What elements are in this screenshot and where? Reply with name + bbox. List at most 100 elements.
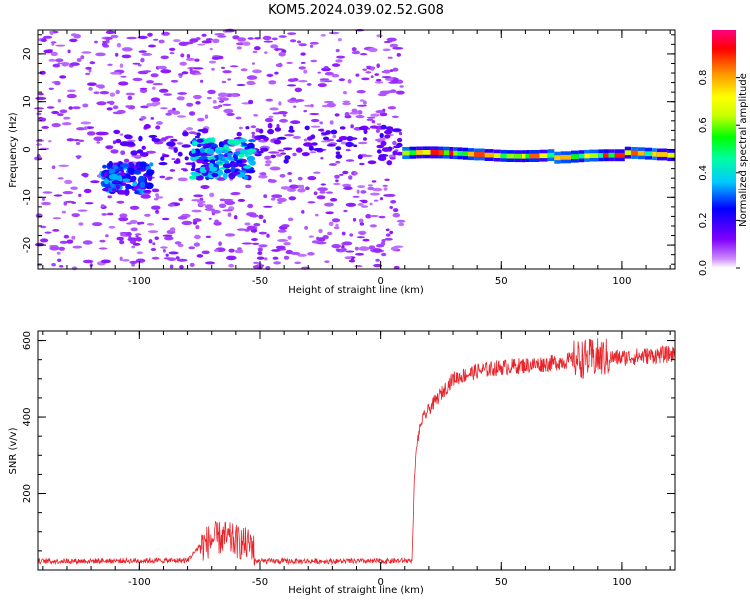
spectrogram-cluster-mark (222, 149, 227, 153)
spectrogram-noise-mark (266, 73, 274, 77)
spectrogram-noise-mark (205, 235, 211, 238)
spectrogram-noise-mark (332, 134, 337, 139)
spectrogram-noise-mark (317, 187, 328, 192)
spectrogram-noise-mark (287, 235, 292, 240)
spectrogram-noise-mark (273, 139, 282, 145)
spectrogram-noise-mark (342, 183, 352, 188)
spectrogram-noise-mark (227, 78, 231, 81)
carrier-trace-segment (571, 154, 579, 159)
spectrogram-noise-mark (344, 112, 350, 116)
spectrogram-noise-mark (66, 93, 77, 99)
spectrogram-noise-mark (240, 68, 248, 72)
spectrogram-noise-mark (349, 137, 358, 140)
spectrogram-noise-mark (129, 205, 140, 210)
spectrogram-noise-mark (271, 194, 283, 199)
spectrogram-noise-mark (257, 135, 267, 139)
spectrogram-noise-mark (245, 126, 250, 130)
spectrogram-noise-mark (169, 227, 176, 232)
carrier-trace-segment (554, 155, 561, 161)
spectrogram-noise-mark (396, 219, 406, 223)
spectrogram-noise-mark (173, 160, 181, 164)
spectrogram-noise-mark (204, 208, 216, 211)
spectrogram-cluster-mark (238, 153, 245, 158)
spectrogram-noise-mark (235, 116, 242, 120)
spectrogram-cluster-mark (123, 188, 130, 196)
spectrogram-noise-mark (127, 237, 139, 242)
spectrogram-noise-mark (389, 43, 399, 48)
spectrogram-noise-mark (389, 69, 394, 72)
spectrogram-noise-mark (376, 129, 380, 133)
spectrogram-noise-mark (165, 112, 172, 116)
spectrogram-noise-mark (331, 244, 342, 249)
spectrogram-noise-mark (176, 142, 183, 145)
spectrogram-noise-mark (150, 248, 157, 251)
spectrogram-noise-mark (181, 71, 189, 75)
spectrogram-noise-mark (350, 124, 354, 129)
spectrogram-cluster-mark (210, 137, 216, 144)
spectrogram-noise-mark (336, 55, 346, 59)
spectrogram-noise-mark (201, 40, 212, 44)
spectrogram-noise-mark (158, 162, 168, 166)
colorbar: 0.0 0.2 0.4 0.6 0.8 Normalized spectral ampl… (698, 30, 749, 276)
spectrogram-noise-mark (139, 87, 148, 90)
colorbar-tick-label: 0.8 (698, 70, 709, 86)
spectrogram-noise-mark (341, 231, 346, 236)
spectrogram-cluster-mark (112, 180, 120, 184)
spectrogram-noise-mark (301, 210, 305, 214)
spectrogram-noise-mark (99, 91, 110, 95)
spectrogram-noise-mark (247, 37, 254, 40)
spectrogram-noise-mark (343, 186, 353, 190)
spectrogram-noise-mark (251, 238, 258, 241)
spectrogram-cluster-mark (108, 173, 119, 180)
spectrogram-noise-mark (80, 55, 85, 60)
spectrogram-noise-mark (141, 52, 153, 56)
spectrogram-noise-mark (336, 139, 343, 143)
spectrogram-noise-mark (331, 218, 341, 223)
spectrogram-noise-mark (196, 254, 204, 258)
spectrogram-noise-mark (119, 63, 124, 68)
spectrogram-noise-mark (115, 89, 120, 95)
spectrogram-noise-mark (356, 104, 368, 107)
spectrogram-cluster-mark (222, 172, 228, 180)
spectrogram-noise-mark (287, 78, 296, 82)
spectrogram-noise-mark (279, 118, 288, 123)
spectrogram-noise-mark (85, 66, 92, 70)
spectrogram-noise-mark (369, 202, 373, 206)
spectrogram-noise-mark (166, 141, 176, 147)
spectrogram-noise-mark (357, 203, 364, 206)
spectrogram-x-tick-label: 50 (495, 276, 508, 287)
spectrogram-noise-mark (386, 160, 393, 166)
spectrogram-noise-mark (367, 160, 377, 165)
spectrogram-noise-mark (51, 123, 61, 128)
spectrogram-noise-mark (264, 155, 271, 160)
spectrogram-noise-mark (204, 114, 209, 119)
spectrogram-noise-mark (319, 79, 327, 83)
spectrogram-noise-mark (208, 217, 212, 220)
colorbar-tick-label: 0.6 (698, 117, 709, 133)
spectrogram-noise-mark (198, 203, 206, 206)
spectrogram-noise-mark (186, 54, 191, 59)
spectrogram-noise-mark (389, 206, 394, 209)
spectrogram-noise-mark (136, 149, 144, 154)
spectrogram-noise-mark (345, 250, 355, 253)
spectrogram-noise-mark (72, 106, 81, 110)
spectrogram-noise-mark (151, 256, 160, 260)
spectrogram-noise-mark (71, 213, 80, 218)
spectrogram-noise-mark (58, 164, 70, 167)
carrier-trace-segment (521, 153, 526, 159)
spectrogram-noise-mark (252, 242, 260, 245)
carrier-trace-segment (468, 151, 475, 157)
spectrogram-cluster-mark (230, 166, 236, 173)
spectrogram-cluster-mark (127, 167, 135, 175)
spectrogram-noise-mark (120, 150, 126, 155)
spectrogram-noise-mark (120, 75, 127, 78)
spectrogram-noise-mark (356, 90, 366, 94)
spectrogram-noise-mark (263, 194, 268, 199)
spectrogram-noise-mark (138, 50, 147, 53)
spectrogram-noise-mark (50, 51, 58, 57)
spectrogram-noise-mark (71, 266, 78, 271)
carrier-trace-segment (493, 153, 501, 158)
spectrogram-noise-mark (163, 93, 172, 96)
spectrogram-noise-mark (385, 233, 391, 237)
carrier-trace-segment (578, 153, 585, 159)
